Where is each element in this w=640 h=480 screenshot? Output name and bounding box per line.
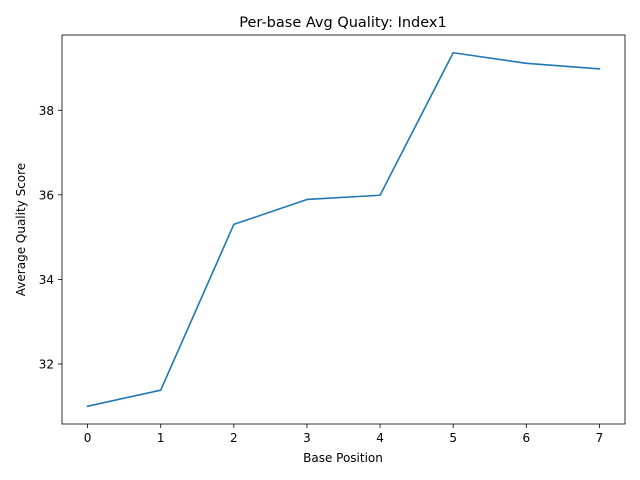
x-tick-label: 6 — [522, 431, 530, 445]
x-tick-label: 3 — [303, 431, 311, 445]
x-tick-label: 2 — [230, 431, 238, 445]
x-tick-label: 4 — [376, 431, 384, 445]
chart-title: Per-base Avg Quality: Index1 — [239, 15, 446, 31]
x-axis-label: Base Position — [303, 451, 383, 465]
y-tick-label: 38 — [39, 104, 54, 118]
x-tick-label: 5 — [449, 431, 457, 445]
x-axis-ticks: 0 1 2 3 4 5 6 7 — [84, 424, 603, 445]
x-tick-label: 7 — [596, 431, 604, 445]
y-tick-label: 32 — [39, 357, 54, 371]
series-line — [86, 51, 601, 408]
x-tick-label: 1 — [157, 431, 165, 445]
y-tick-label: 36 — [39, 188, 54, 202]
series-layer — [86, 51, 601, 408]
y-axis-label: Average Quality Score — [14, 163, 28, 296]
x-tick-label: 0 — [84, 431, 92, 445]
y-axis-ticks: 32 34 36 38 — [39, 104, 62, 371]
y-tick-label: 34 — [39, 273, 54, 287]
axes-frame — [61, 34, 626, 425]
